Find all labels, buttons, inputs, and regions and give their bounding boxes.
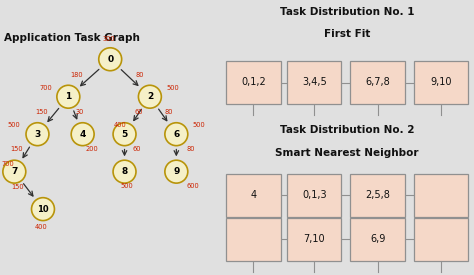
Text: 4: 4 — [80, 130, 86, 139]
FancyBboxPatch shape — [287, 174, 341, 217]
Text: 400: 400 — [114, 122, 127, 128]
Circle shape — [3, 160, 26, 183]
Text: 10: 10 — [37, 205, 49, 214]
FancyBboxPatch shape — [414, 174, 468, 217]
Text: 150: 150 — [10, 146, 23, 152]
FancyBboxPatch shape — [350, 218, 405, 261]
Text: 200: 200 — [86, 146, 99, 152]
FancyBboxPatch shape — [226, 61, 281, 104]
Text: 9: 9 — [173, 167, 180, 176]
Text: 6,9: 6,9 — [370, 234, 385, 244]
Text: 3,4,5: 3,4,5 — [302, 78, 327, 87]
Text: 30: 30 — [76, 109, 84, 115]
Text: 180: 180 — [71, 72, 83, 78]
Circle shape — [138, 85, 161, 108]
Text: 6,7,8: 6,7,8 — [365, 78, 390, 87]
Text: 2: 2 — [147, 92, 153, 101]
Text: 700: 700 — [1, 161, 14, 167]
Text: 150: 150 — [11, 184, 24, 190]
Text: 500: 500 — [121, 183, 134, 189]
Text: 5: 5 — [121, 130, 128, 139]
Text: 6: 6 — [173, 130, 180, 139]
Text: 80: 80 — [186, 146, 195, 152]
Text: Task Distribution No. 1: Task Distribution No. 1 — [280, 7, 414, 17]
Text: 4: 4 — [250, 190, 256, 200]
FancyBboxPatch shape — [414, 218, 468, 261]
Circle shape — [113, 160, 136, 183]
FancyBboxPatch shape — [350, 61, 405, 104]
FancyBboxPatch shape — [350, 174, 405, 217]
Text: 60: 60 — [135, 109, 143, 115]
Circle shape — [71, 123, 94, 146]
Text: 400: 400 — [35, 224, 47, 230]
Text: 7,10: 7,10 — [303, 234, 325, 244]
Text: 3: 3 — [34, 130, 41, 139]
Text: 80: 80 — [164, 109, 173, 115]
Circle shape — [26, 123, 49, 146]
Circle shape — [113, 123, 136, 146]
Text: 300: 300 — [103, 36, 115, 42]
Text: 7: 7 — [11, 167, 18, 176]
Text: 80: 80 — [136, 72, 145, 78]
Text: 150: 150 — [36, 109, 48, 115]
FancyBboxPatch shape — [226, 218, 281, 261]
Text: Application Task Graph: Application Task Graph — [4, 33, 140, 43]
Text: 0: 0 — [107, 55, 113, 64]
Text: 700: 700 — [39, 85, 52, 91]
Text: Smart Nearest Neighbor: Smart Nearest Neighbor — [275, 148, 419, 158]
Text: Task Distribution No. 2: Task Distribution No. 2 — [280, 125, 414, 135]
Text: 60: 60 — [132, 146, 141, 152]
Circle shape — [165, 160, 188, 183]
Text: 9,10: 9,10 — [430, 78, 452, 87]
Text: 500: 500 — [8, 122, 20, 128]
Text: 500: 500 — [166, 85, 179, 91]
FancyBboxPatch shape — [287, 218, 341, 261]
Text: 500: 500 — [192, 122, 205, 128]
Circle shape — [165, 123, 188, 146]
Text: 0,1,3: 0,1,3 — [302, 190, 327, 200]
Text: 2,5,8: 2,5,8 — [365, 190, 390, 200]
Text: First Fit: First Fit — [324, 29, 370, 39]
Text: 8: 8 — [121, 167, 128, 176]
FancyBboxPatch shape — [414, 61, 468, 104]
Circle shape — [99, 48, 122, 71]
Circle shape — [31, 198, 55, 221]
Text: 0,1,2: 0,1,2 — [241, 78, 266, 87]
Text: 600: 600 — [186, 183, 199, 189]
Circle shape — [57, 85, 80, 108]
FancyBboxPatch shape — [287, 61, 341, 104]
Text: 1: 1 — [65, 92, 72, 101]
FancyBboxPatch shape — [226, 174, 281, 217]
